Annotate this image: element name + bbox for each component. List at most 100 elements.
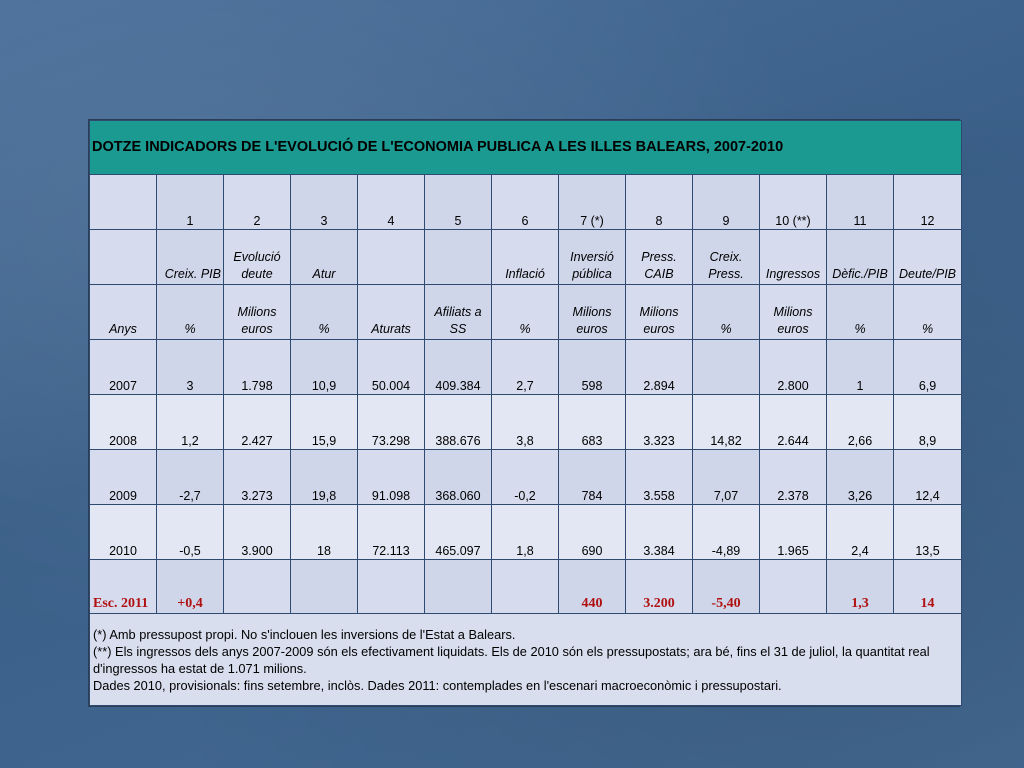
table-title: DOTZE INDICADORS DE L'EVOLUCIÓ DE L'ECON…: [88, 120, 963, 175]
scenario-cell-3: [290, 559, 358, 614]
data-cell-8: 3.323: [625, 394, 693, 450]
data-cell-4: 72.113: [357, 504, 425, 560]
header-number-cell-6: 6: [491, 174, 559, 230]
header-name-cell-5: [424, 229, 492, 285]
scenario-cell-4: [357, 559, 425, 614]
data-cell-9: 14,82: [692, 394, 760, 450]
data-cell-6: 2,7: [491, 339, 559, 395]
header-unit-cell-2: Milions euros: [223, 284, 291, 340]
scenario-cell-0: Esc. 2011: [89, 559, 157, 614]
data-cell-5: 388.676: [424, 394, 492, 450]
data-cell-3: 19,8: [290, 449, 358, 505]
data-cell-2: 3.900: [223, 504, 291, 560]
data-cell-6: -0,2: [491, 449, 559, 505]
data-cell-6: 1,8: [491, 504, 559, 560]
header-number-cell-2: 2: [223, 174, 291, 230]
header-name-cell-12: Deute/PIB: [892, 229, 963, 285]
header-number-cell-11: 11: [826, 174, 894, 230]
data-cell-12: 12,4: [892, 449, 963, 505]
data-cell-0: 2008: [89, 394, 157, 450]
data-cell-6: 3,8: [491, 394, 559, 450]
header-number-cell-5: 5: [424, 174, 492, 230]
header-number-cell-10: 10 (**): [759, 174, 827, 230]
scenario-cell-12: 14: [892, 559, 963, 614]
data-cell-7: 690: [558, 504, 626, 560]
scenario-cell-7: 440: [558, 559, 626, 614]
notes-row: (*) Amb pressupost propi. No s'inclouen …: [88, 613, 963, 706]
header-unit-cell-3: %: [290, 284, 358, 340]
data-cell-7: 683: [558, 394, 626, 450]
data-cell-2: 2.427: [223, 394, 291, 450]
data-cell-10: 2.644: [759, 394, 827, 450]
data-cell-5: 465.097: [424, 504, 492, 560]
data-cell-9: 7,07: [692, 449, 760, 505]
data-cell-12: 8,9: [892, 394, 963, 450]
header-number-cell-9: 9: [692, 174, 760, 230]
header-name-cell-1: Creix. PIB: [156, 229, 224, 285]
data-cell-3: 18: [290, 504, 358, 560]
data-cell-8: 3.384: [625, 504, 693, 560]
header-names-row: Creix. PIB Evolució deute Atur Inflació Inve…: [89, 229, 963, 285]
header-unit-cell-11: %: [826, 284, 894, 340]
header-name-cell-9: Creix. Press.: [692, 229, 760, 285]
scenario-cell-11: 1,3: [826, 559, 894, 614]
header-name-cell-4: [357, 229, 425, 285]
scenario-cell-9: -5,40: [692, 559, 760, 614]
data-cell-5: 368.060: [424, 449, 492, 505]
header-number-cell-3: 3: [290, 174, 358, 230]
data-cell-5: 409.384: [424, 339, 492, 395]
table-title-row: DOTZE INDICADORS DE L'EVOLUCIÓ DE L'ECON…: [88, 120, 963, 175]
data-cell-1: 3: [156, 339, 224, 395]
note-0: (*) Amb pressupost propi. No s'inclouen …: [93, 626, 516, 642]
data-cell-9: [692, 339, 760, 395]
header-name-cell-0: [89, 229, 157, 285]
table-row: 2008 1,2 2.427 15,9 73.298 388.676 3,8 683 3.323…: [89, 394, 963, 450]
header-unit-cell-7: Milions euros: [558, 284, 626, 340]
data-cell-4: 50.004: [357, 339, 425, 395]
scenario-2011-row: Esc. 2011 +0,4 440 3.200 -5,40 1,3 14: [89, 559, 963, 614]
data-cell-0: 2007: [89, 339, 157, 395]
data-cell-10: 2.378: [759, 449, 827, 505]
header-number-cell-7: 7 (*): [558, 174, 626, 230]
scenario-cell-8: 3.200: [625, 559, 693, 614]
header-number-cell-12: 12: [892, 174, 963, 230]
data-cell-2: 3.273: [223, 449, 291, 505]
scenario-cell-6: [491, 559, 559, 614]
header-name-cell-6: Inflació: [491, 229, 559, 285]
header-number-cell-8: 8: [625, 174, 693, 230]
data-cell-1: -2,7: [156, 449, 224, 505]
header-unit-cell-12: %: [892, 284, 963, 340]
data-cell-4: 73.298: [357, 394, 425, 450]
data-cell-2: 1.798: [223, 339, 291, 395]
header-unit-cell-9: %: [692, 284, 760, 340]
data-cell-1: 1,2: [156, 394, 224, 450]
header-unit-cell-6: %: [491, 284, 559, 340]
data-cell-11: 3,26: [826, 449, 894, 505]
note-2: Dades 2010, provisionals: fins setembre,…: [93, 677, 782, 693]
data-cell-7: 784: [558, 449, 626, 505]
data-cell-8: 3.558: [625, 449, 693, 505]
data-cell-10: 2.800: [759, 339, 827, 395]
header-number-cell-4: 4: [357, 174, 425, 230]
scenario-cell-5: [424, 559, 492, 614]
data-cell-1: -0,5: [156, 504, 224, 560]
header-unit-cell-4: Aturats: [357, 284, 425, 340]
table-row: 2009 -2,7 3.273 19,8 91.098 368.060 -0,2 784 3.5…: [89, 449, 963, 505]
table-row: 2010 -0,5 3.900 18 72.113 465.097 1,8 690 3.384-…: [89, 504, 963, 560]
header-units-row: Anys% Milions euros% Aturats Afiliats a SS%…: [89, 284, 963, 340]
data-cell-9: -4,89: [692, 504, 760, 560]
header-unit-cell-0: Anys: [89, 284, 157, 340]
data-cell-12: 13,5: [892, 504, 963, 560]
data-cell-11: 2,4: [826, 504, 894, 560]
data-cell-12: 6,9: [892, 339, 963, 395]
data-cell-3: 10,9: [290, 339, 358, 395]
header-number-cell-1: 1: [156, 174, 224, 230]
header-number-cell-0: [89, 174, 157, 230]
notes-cell: (*) Amb pressupost propi. No s'inclouen …: [88, 613, 963, 706]
data-cell-0: 2010: [89, 504, 157, 560]
header-unit-cell-10: Milions euros: [759, 284, 827, 340]
note-1: (**) Els ingressos dels anys 2007-2009 s…: [93, 643, 930, 676]
header-name-cell-8: Press. CAIB: [625, 229, 693, 285]
header-unit-cell-1: %: [156, 284, 224, 340]
